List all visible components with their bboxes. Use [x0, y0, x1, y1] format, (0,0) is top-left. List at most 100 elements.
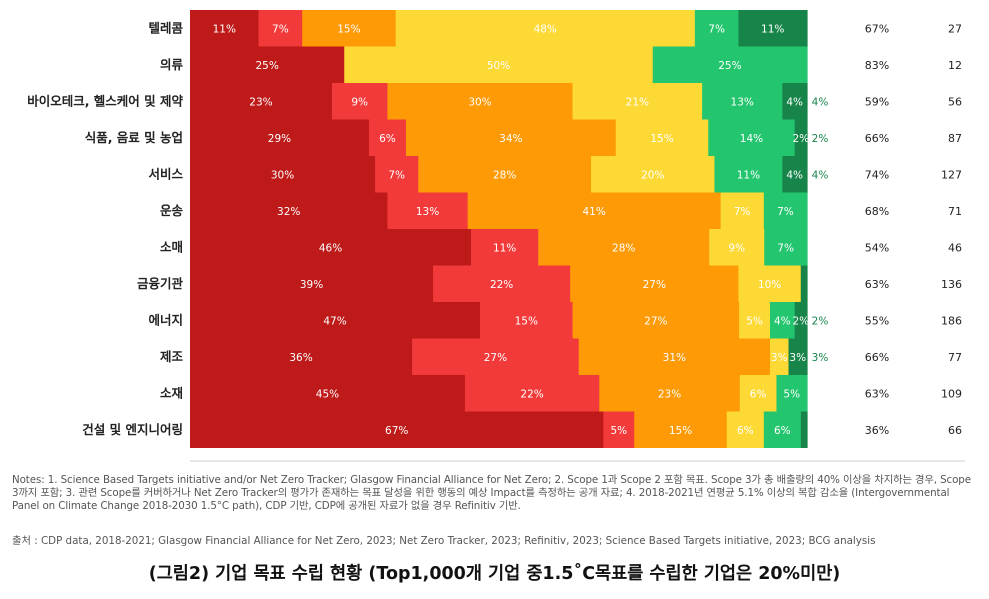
bar-segment	[190, 265, 434, 302]
bar-segment	[738, 10, 808, 47]
segment-label: 23%	[249, 96, 272, 108]
right-percent: 55%	[865, 314, 889, 327]
bar-segment	[190, 411, 604, 448]
outside-segment-label: 2%	[812, 133, 829, 145]
segment-label: 13%	[731, 96, 754, 108]
bar-segment	[738, 265, 802, 302]
bar-segment	[190, 83, 333, 120]
bar-segment	[652, 46, 808, 83]
bar-segment	[538, 229, 710, 266]
segment-label: 3%	[771, 352, 788, 364]
bar-segment	[739, 302, 771, 339]
segment-label: 9%	[351, 96, 368, 108]
segment-label: 41%	[582, 206, 605, 218]
segment-label: 10%	[758, 279, 781, 291]
segment-label: 32%	[277, 206, 300, 218]
right-count: 71	[948, 205, 962, 218]
bar-segment	[464, 375, 600, 412]
category-label: 소재	[160, 385, 183, 400]
bar-segment	[331, 83, 389, 120]
bar-segment	[572, 302, 740, 339]
segment-label: 22%	[520, 388, 543, 400]
bar-segment	[726, 411, 765, 448]
segment-label: 5%	[610, 425, 627, 437]
category-label: 소매	[160, 239, 183, 254]
bar-segment	[433, 265, 571, 302]
bar-segment	[395, 10, 696, 47]
segment-label: 50%	[487, 60, 510, 72]
segment-label: 28%	[493, 169, 516, 181]
bar-segment	[190, 46, 345, 83]
outside-segment-label: 3%	[812, 352, 829, 364]
right-percent: 36%	[865, 424, 889, 437]
segment-label: 11%	[213, 23, 236, 35]
segment-labels: 11% 7% 15% 48% 7% 11% 25% 50% 25% 23% 9% 30% 21% 13% 4…	[213, 23, 829, 437]
right-percent: 59%	[865, 95, 889, 108]
segment-label: 2%	[792, 133, 809, 145]
right-count: 136	[941, 278, 962, 291]
bars-layer	[190, 10, 808, 448]
bar-segment	[782, 83, 808, 120]
segment-label: 29%	[268, 133, 291, 145]
segment-label: 7%	[734, 206, 751, 218]
segment-label: 2%	[792, 315, 809, 327]
segment-label: 11%	[493, 242, 516, 254]
segment-label: 7%	[272, 23, 289, 35]
bar-segment	[190, 375, 466, 412]
chart-notes: Notes: 1. Science Based Targets initiati…	[12, 474, 971, 512]
segment-label: 21%	[626, 96, 649, 108]
bar-segment	[764, 229, 808, 266]
right-columns: 67% 27 83% 12 59% 56 66% 87 74% 127 68% 71 54% 46 63% 1…	[865, 22, 962, 437]
right-count: 66	[948, 424, 962, 437]
segment-label: 30%	[271, 169, 294, 181]
segment-label: 27%	[484, 352, 507, 364]
segment-label: 30%	[468, 96, 491, 108]
segment-label: 27%	[644, 315, 667, 327]
right-percent: 63%	[865, 387, 889, 400]
segment-label: 4%	[786, 169, 803, 181]
bar-segment	[467, 192, 722, 229]
category-label: 바이오테크, 헬스케어 및 제약	[27, 93, 183, 108]
segment-label: 6%	[379, 133, 396, 145]
segment-label: 3%	[789, 352, 806, 364]
bar-segment	[405, 119, 617, 156]
bar-segment	[800, 265, 808, 302]
outside-segment-label: 4%	[812, 96, 829, 108]
segment-label: 6%	[750, 388, 767, 400]
segment-label: 27%	[643, 279, 666, 291]
segment-label: 46%	[319, 242, 342, 254]
segment-label: 11%	[737, 169, 760, 181]
bar-segment	[739, 375, 778, 412]
segment-label: 9%	[728, 242, 745, 254]
segment-label: 28%	[612, 242, 635, 254]
bar-segment	[368, 119, 407, 156]
chart-source: 출처 : CDP data, 2018-2021; Glasgow Financ…	[12, 535, 876, 547]
bar-segment	[591, 156, 716, 193]
bar-segment	[570, 265, 740, 302]
bar-segment	[258, 10, 303, 47]
category-label: 텔레콤	[148, 20, 183, 35]
bar-segment	[708, 119, 796, 156]
right-count: 186	[941, 314, 962, 327]
category-label: 운송	[160, 203, 184, 218]
bar-segment	[800, 411, 808, 448]
bar-segment	[763, 192, 808, 229]
right-percent: 83%	[865, 59, 889, 72]
bar-segment	[190, 229, 472, 266]
category-label: 제조	[160, 349, 184, 364]
category-label: 에너지	[148, 312, 183, 327]
bar-segment	[375, 156, 419, 193]
outside-segment-label: 4%	[812, 169, 829, 181]
segment-label: 20%	[641, 169, 664, 181]
segment-label: 15%	[650, 133, 673, 145]
bar-segment	[702, 83, 783, 120]
bar-segment	[603, 411, 635, 448]
bar-segment	[776, 375, 808, 412]
segment-label: 39%	[300, 279, 323, 291]
bar-segment	[190, 10, 260, 47]
bar-segment	[709, 229, 765, 266]
segment-label: 14%	[740, 133, 763, 145]
segment-label: 11%	[761, 23, 784, 35]
bar-segment	[720, 192, 765, 229]
